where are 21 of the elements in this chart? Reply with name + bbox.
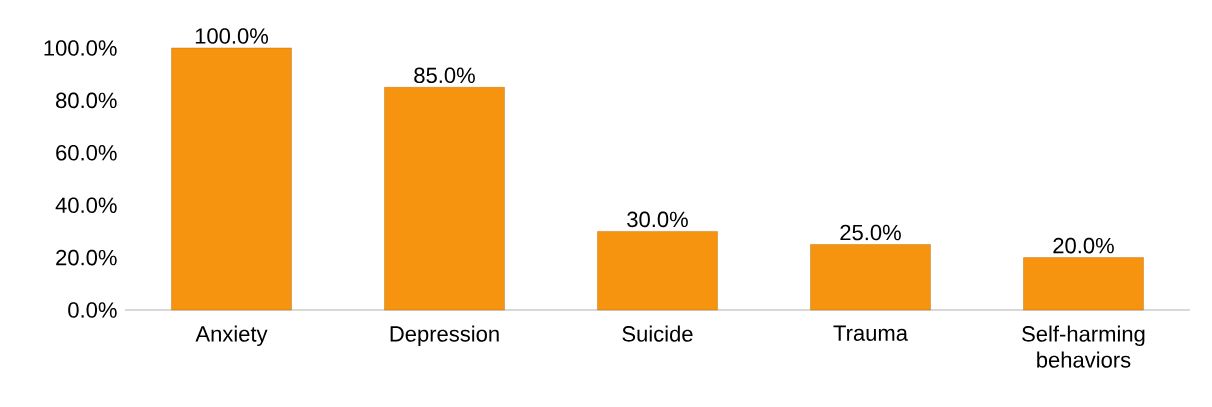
- bar: [171, 47, 292, 311]
- y-tick-label: 40.0%: [55, 197, 117, 213]
- x-tick-label: Self-harming behaviors: [1022, 325, 1145, 368]
- x-tick-label: Depression: [390, 325, 499, 347]
- data-label: 30.0%: [627, 211, 688, 228]
- bar: [384, 87, 505, 311]
- x-tick-label: Suicide: [622, 325, 693, 342]
- y-tick-label: 60.0%: [56, 145, 117, 161]
- bar: [1023, 257, 1144, 311]
- y-tick-label: 20.0%: [56, 249, 117, 266]
- y-tick-label: 0.0%: [68, 302, 117, 318]
- data-label: 25.0%: [840, 224, 901, 241]
- bar: [810, 244, 931, 311]
- data-label: 100.0%: [195, 28, 269, 44]
- bar: [597, 231, 718, 311]
- x-tick-label: Anxiety: [195, 325, 268, 347]
- data-label: 85.0%: [414, 67, 475, 84]
- x-tick-label: Trauma: [833, 325, 908, 341]
- data-label: 20.0%: [1053, 237, 1114, 254]
- y-tick-label: 80.0%: [56, 92, 117, 109]
- y-tick-label: 100.0%: [44, 40, 117, 56]
